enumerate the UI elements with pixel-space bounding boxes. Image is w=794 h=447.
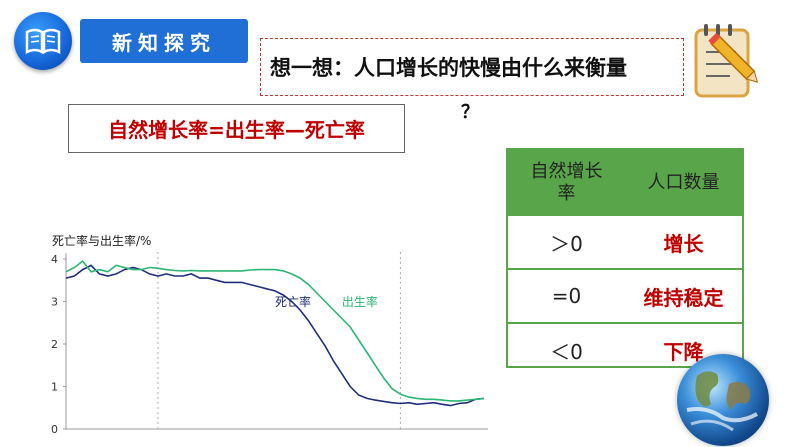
birth-death-rate-chart: 0 1 2 3 4 死亡率 出生率 [51, 249, 488, 436]
series-label-death: 死亡率 [275, 294, 311, 309]
table-cell-condition: ＞0 [508, 216, 625, 270]
table-cell-result: 增长 [625, 216, 742, 270]
y-tick-label: 4 [51, 253, 58, 266]
y-tick-label: 2 [51, 338, 58, 351]
notepad-pencil-icon [694, 20, 764, 100]
section-title: 新知探究 [80, 19, 248, 63]
chart-ylabel: 死亡率与出生率/% [52, 234, 152, 248]
series-label-birth: 出生率 [342, 294, 378, 309]
death-rate-line [65, 264, 485, 407]
table-header: 人口数量 [625, 150, 742, 216]
earth-globe-image [677, 354, 769, 446]
table-cell-result: 维持稳定 [625, 269, 742, 324]
table-header: 自然增长率 [508, 150, 625, 216]
birth-rate-line [65, 259, 485, 402]
formula-box: 自然增长率=出生率—死亡率 [68, 104, 405, 153]
book-icon [14, 12, 72, 70]
question-mark: ？ [461, 102, 479, 123]
question-text: 想一想：人口增长的快慢由什么来衡量 [270, 56, 627, 80]
y-tick-label: 0 [51, 423, 58, 436]
growth-table: 自然增长率 人口数量 ＞0 增长 =0 维持稳定 ＜0 下降 [506, 148, 744, 368]
table-cell-condition: ＜0 [550, 339, 583, 364]
question-box [260, 38, 684, 96]
y-tick-label: 3 [51, 296, 58, 309]
y-tick-label: 1 [51, 381, 58, 394]
table-cell-result: 下降 [663, 339, 704, 364]
table-cell-condition: =0 [508, 269, 625, 324]
